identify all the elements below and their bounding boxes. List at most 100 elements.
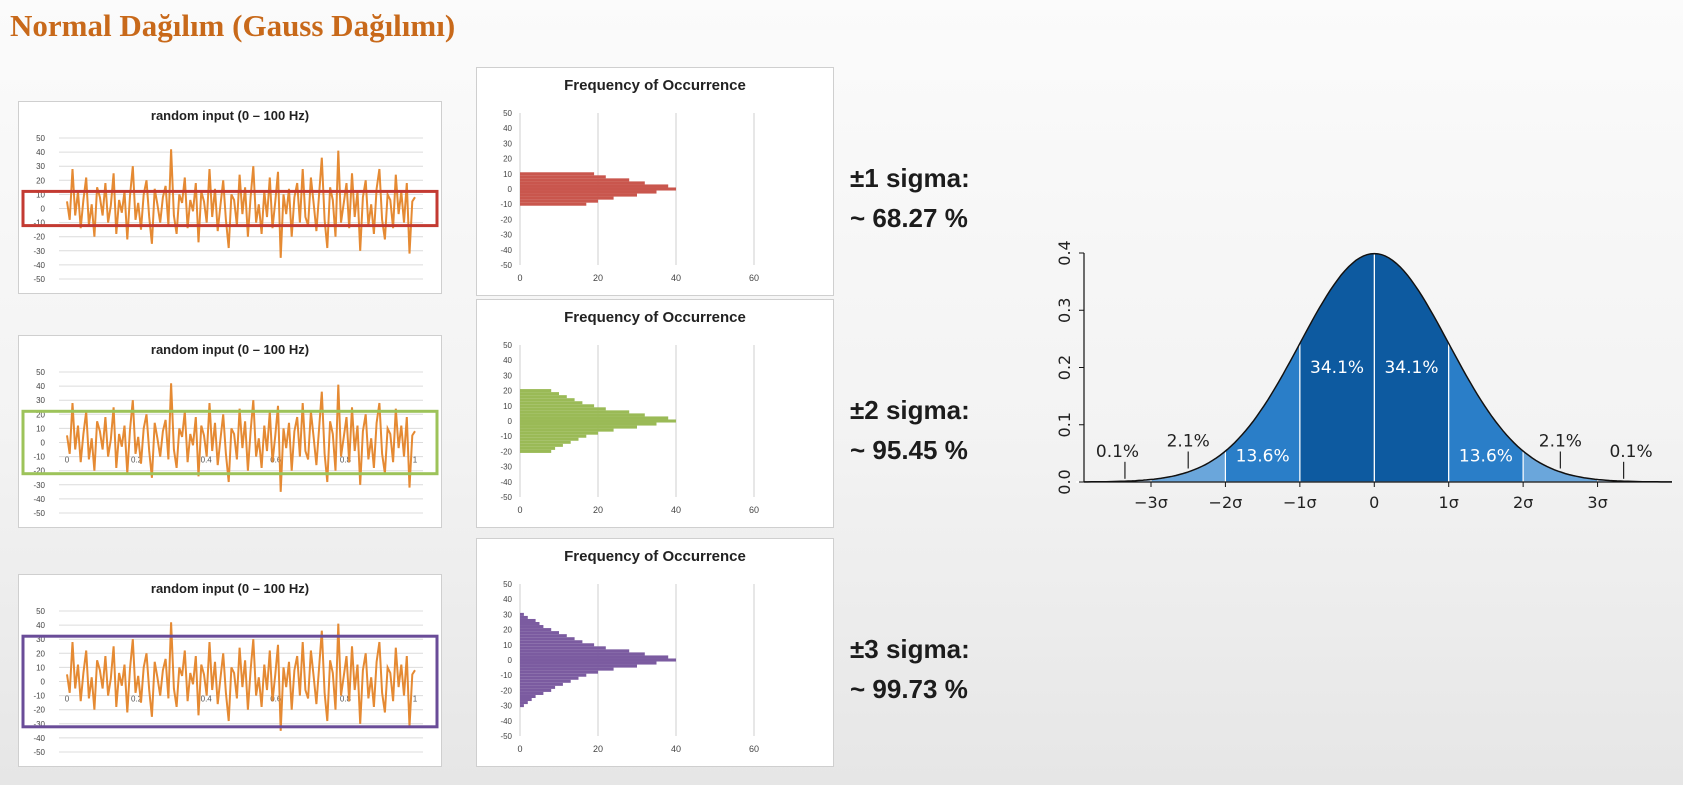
histogram-bar bbox=[520, 637, 575, 641]
signal-line bbox=[66, 383, 416, 492]
x-tick-label: 20 bbox=[593, 744, 603, 754]
sigma-percent-2: ~ 95.45 % bbox=[850, 435, 968, 465]
histogram-bar bbox=[520, 172, 595, 176]
sigma-percent-1: ~ 68.27 % bbox=[850, 203, 968, 233]
histogram-bar bbox=[520, 446, 556, 450]
histogram-bar bbox=[520, 622, 540, 626]
x-tick-label: 40 bbox=[671, 505, 681, 515]
histogram-bar bbox=[520, 431, 598, 435]
x-tick-label: 0 bbox=[65, 695, 70, 704]
y-tick-label: 40 bbox=[36, 621, 45, 630]
x-tick-label: 0 bbox=[517, 505, 522, 515]
histogram-bar bbox=[520, 428, 614, 432]
histogram-bar bbox=[520, 676, 579, 680]
region-percent-label: 34.1% bbox=[1310, 358, 1364, 378]
y-tick-label: 50 bbox=[36, 368, 45, 377]
histogram-bar bbox=[520, 631, 559, 635]
histogram-2: Frequency of Occurrence 50 40 30 20 10 0 -10 -20… bbox=[476, 299, 834, 528]
histogram-bar bbox=[520, 199, 598, 203]
histogram-bar bbox=[520, 392, 559, 396]
sigma-label-3: ±3 sigma: ~ 99.73 % bbox=[850, 629, 1020, 709]
histogram-bar bbox=[520, 694, 536, 698]
x-tick-label: 0.4 bbox=[201, 456, 213, 465]
sigma-band-box bbox=[21, 634, 439, 729]
y-tick-label: -30 bbox=[500, 702, 512, 711]
histogram-bar bbox=[520, 187, 676, 191]
x-tick-label: 40 bbox=[671, 744, 681, 754]
y-tick-label: 10 bbox=[503, 170, 512, 179]
sigma-range-1: ±1 sigma: bbox=[850, 163, 970, 193]
y-tick-label: 0.2 bbox=[1055, 355, 1074, 380]
histogram-bar bbox=[520, 615, 528, 619]
y-tick-label: 50 bbox=[36, 134, 45, 143]
x-tick-label: 0.2 bbox=[131, 695, 143, 704]
y-tick-label: -50 bbox=[500, 261, 512, 270]
histogram-bar bbox=[520, 202, 587, 206]
histogram-bar bbox=[520, 449, 552, 453]
y-tick-label: -10 bbox=[500, 200, 512, 209]
histogram-bar bbox=[520, 667, 614, 671]
histogram-bar bbox=[520, 688, 552, 692]
histogram-bar bbox=[520, 190, 657, 194]
y-tick-label: 10 bbox=[503, 402, 512, 411]
histogram-bar bbox=[520, 701, 528, 705]
histogram-bar bbox=[520, 193, 637, 197]
x-tick-label: 1σ bbox=[1439, 493, 1459, 512]
y-tick-label: 0.0 bbox=[1055, 469, 1074, 494]
y-tick-label: -30 bbox=[500, 463, 512, 472]
sigma-band-box bbox=[21, 189, 439, 228]
time-chart-title: random input (0 – 100 Hz) bbox=[151, 108, 309, 123]
x-tick-label: 60 bbox=[749, 273, 759, 283]
y-tick-label: -40 bbox=[33, 734, 45, 743]
x-tick-label: 3σ bbox=[1587, 493, 1607, 512]
x-tick-label: 0.4 bbox=[201, 695, 213, 704]
histogram-bar bbox=[520, 196, 614, 200]
y-tick-label: 10 bbox=[503, 641, 512, 650]
x-tick-label: 60 bbox=[749, 744, 759, 754]
x-tick-label: 0.6 bbox=[270, 456, 282, 465]
histogram-bar bbox=[520, 181, 645, 185]
histogram-title: Frequency of Occurrence bbox=[564, 309, 746, 326]
y-tick-label: -50 bbox=[500, 732, 512, 741]
x-tick-label: 0.8 bbox=[340, 456, 352, 465]
y-tick-label: 0 bbox=[41, 205, 46, 214]
y-tick-label: -10 bbox=[500, 671, 512, 680]
x-tick-label: 20 bbox=[593, 505, 603, 515]
histogram-bar bbox=[520, 419, 676, 423]
y-tick-label: 10 bbox=[36, 190, 45, 199]
y-tick-label: 50 bbox=[503, 580, 512, 589]
sigma-range-2: ±2 sigma: bbox=[850, 395, 970, 425]
y-tick-label: -30 bbox=[33, 720, 45, 729]
y-tick-label: 30 bbox=[36, 635, 45, 644]
histogram-bar bbox=[520, 416, 669, 420]
region-percent-label: 2.1% bbox=[1539, 432, 1582, 452]
sigma-label-1: ±1 sigma: ~ 68.27 % bbox=[850, 158, 1020, 238]
y-tick-label: -20 bbox=[500, 686, 512, 695]
sigma-band-box bbox=[21, 409, 439, 476]
histogram-bar bbox=[520, 389, 552, 393]
y-tick-label: 30 bbox=[503, 139, 512, 148]
y-tick-label: -20 bbox=[33, 233, 45, 242]
histogram-bar bbox=[520, 440, 571, 444]
histogram-bar bbox=[520, 664, 637, 668]
y-tick-label: 30 bbox=[36, 396, 45, 405]
histogram-bar bbox=[520, 670, 598, 674]
histogram-bar bbox=[520, 652, 645, 656]
y-tick-label: 0 bbox=[508, 656, 513, 665]
x-tick-label: 40 bbox=[671, 273, 681, 283]
x-tick-label: 0 bbox=[517, 744, 522, 754]
histogram-bar bbox=[520, 404, 595, 408]
histogram-bar bbox=[520, 398, 575, 402]
time-chart-2: random input (0 – 100 Hz) 50 40 30 20 10 0 -10-… bbox=[18, 335, 442, 528]
histogram-bar bbox=[520, 425, 637, 429]
y-tick-label: 20 bbox=[503, 155, 512, 164]
x-tick-label: 0.8 bbox=[340, 695, 352, 704]
y-tick-label: -30 bbox=[33, 481, 45, 490]
histogram-bar bbox=[520, 640, 583, 644]
y-tick-label: -10 bbox=[500, 432, 512, 441]
signal-line bbox=[66, 622, 416, 731]
normal-distribution-chart: 0.0 0.1 0.2 0.3 0.4 −3σ −2σ −1σ 0 1σ 2σ 3σ 34.1% 34.1… bbox=[1055, 240, 1673, 512]
y-tick-label: 20 bbox=[36, 410, 45, 419]
y-tick-label: -40 bbox=[500, 717, 512, 726]
histogram-bar bbox=[520, 704, 524, 708]
